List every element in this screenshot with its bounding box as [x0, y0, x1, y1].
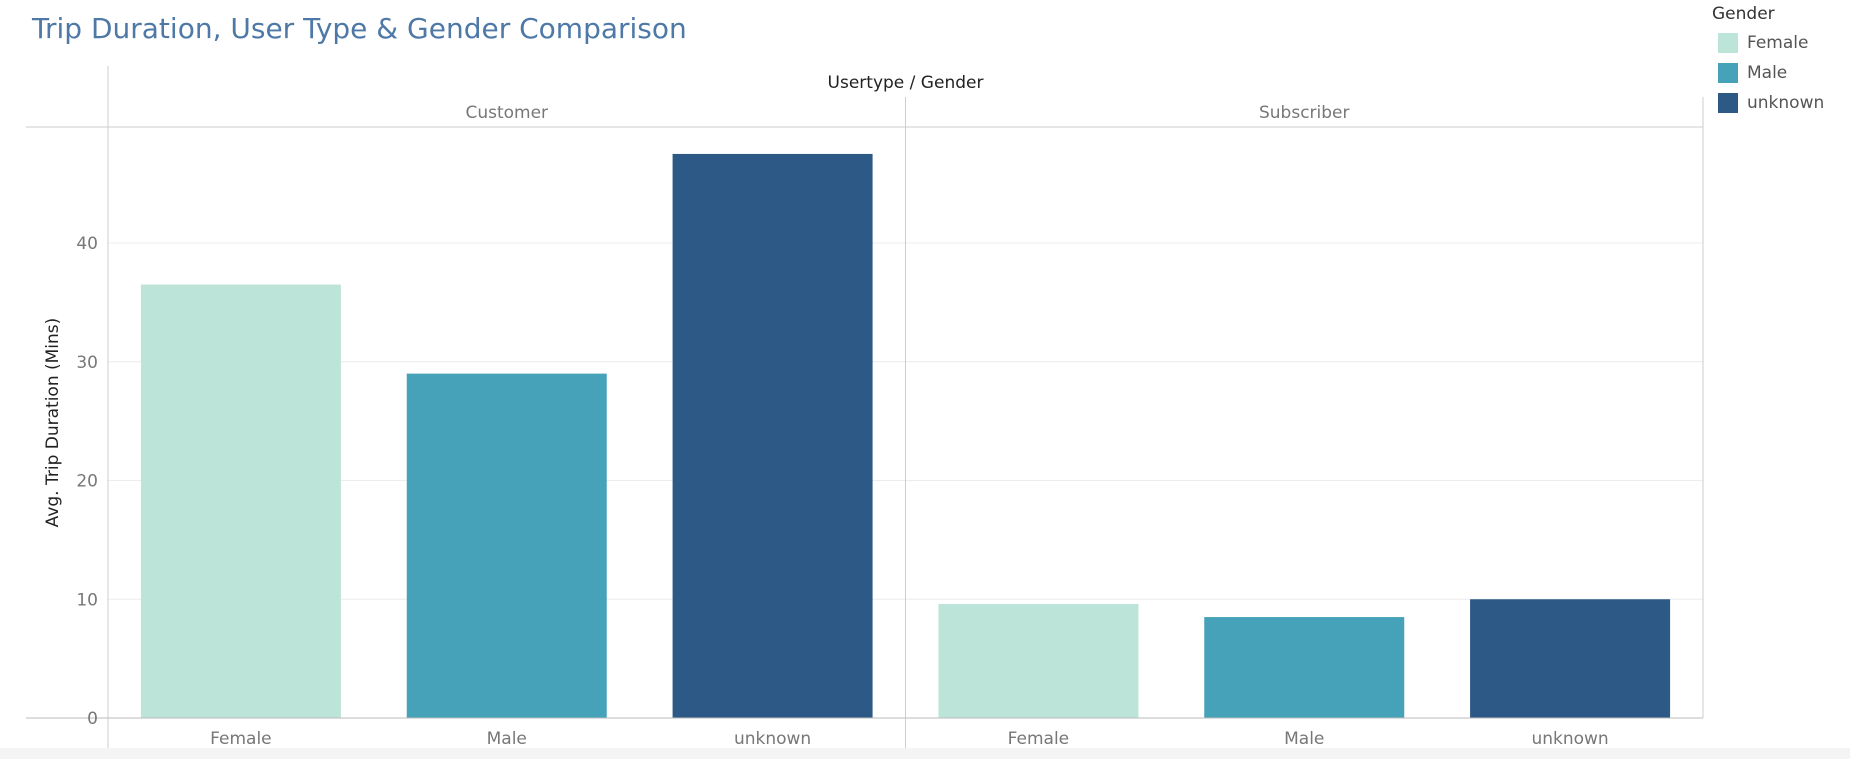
legend-label-male: Male — [1747, 63, 1788, 83]
column-header-title: Usertype / Gender — [828, 73, 984, 93]
bar-subscriber-male — [1204, 617, 1405, 718]
legend: Gender Female Male unknown — [1712, 4, 1824, 118]
scroll-strip — [0, 748, 1850, 759]
x-tick-label: Female — [210, 729, 271, 749]
bar-subscriber-female — [938, 604, 1139, 718]
x-tick-label: unknown — [1531, 729, 1608, 749]
bar-subscriber-unknown — [1470, 599, 1671, 718]
panel-header-subscriber: Subscriber — [1259, 103, 1350, 123]
y-tick-label: 40 — [76, 234, 98, 254]
y-tick-label: 30 — [76, 353, 98, 373]
legend-item-unknown[interactable]: unknown — [1712, 88, 1824, 118]
x-tick-label: Male — [1284, 729, 1324, 749]
chart-frame — [26, 66, 1704, 750]
chart-labels: 0 10 20 30 40 Avg. Trip Duration (Mins) Userty… — [43, 73, 1609, 749]
legend-title: Gender — [1712, 4, 1775, 24]
legend-label-unknown: unknown — [1747, 93, 1825, 113]
bar-customer-male — [406, 373, 607, 718]
x-tick-label: Male — [487, 729, 527, 749]
legend-item-female[interactable]: Female — [1712, 28, 1824, 58]
bar-customer-female — [140, 284, 341, 718]
bar-customer-unknown — [672, 153, 873, 718]
y-tick-label: 0 — [87, 709, 98, 729]
x-tick-label: Female — [1008, 729, 1069, 749]
legend-swatch-unknown — [1718, 93, 1738, 113]
y-axis-label: Avg. Trip Duration (Mins) — [43, 318, 63, 528]
x-tick-label: unknown — [734, 729, 811, 749]
legend-label-female: Female — [1747, 33, 1809, 53]
chart-title: Trip Duration, User Type & Gender Compar… — [32, 12, 687, 45]
panel-header-customer: Customer — [465, 103, 548, 123]
legend-item-male[interactable]: Male — [1712, 58, 1824, 88]
legend-swatch-female — [1718, 33, 1738, 53]
legend-swatch-male — [1718, 63, 1738, 83]
y-tick-label: 10 — [76, 590, 98, 610]
bars — [140, 153, 1671, 718]
y-tick-label: 20 — [76, 472, 98, 492]
